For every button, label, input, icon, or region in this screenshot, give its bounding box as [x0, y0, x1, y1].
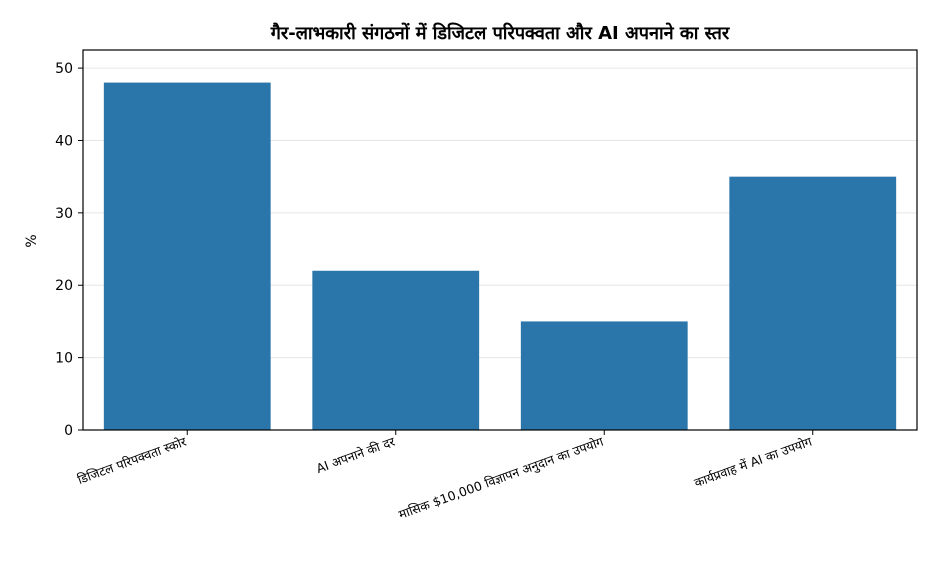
bar-3	[520, 321, 688, 430]
y-tick-label: 30	[55, 206, 73, 222]
y-tick-label: 20	[55, 278, 73, 294]
y-tick-label: 10	[55, 351, 73, 367]
y-tick-label: 50	[55, 61, 73, 77]
bar-1	[103, 82, 271, 431]
x-tick-label: डिजिटल परिपक्वता स्कोर	[75, 433, 189, 487]
chart-title: गैर-लाभकारी संगठनों में डिजिटल परिपक्वता…	[270, 22, 730, 44]
x-tick-label: मासिक $10,000 विज्ञापन अनुदान का उपयोग	[397, 433, 607, 522]
y-axis-label: %	[24, 234, 40, 247]
bar-4	[729, 176, 897, 430]
bar-2	[312, 270, 480, 430]
plot-frame	[82, 49, 918, 431]
y-tick-label: 0	[64, 423, 73, 439]
x-tick-label: AI अपनाने की दर	[314, 433, 397, 476]
x-tick-label: कार्यप्रवाह में AI का उपयोग	[692, 433, 815, 490]
x-axis-ticks: डिजिटल परिपक्वता स्कोर AI अपनाने की दर मास…	[75, 430, 815, 523]
y-axis-ticks: 0 10 20 30 40 50	[55, 61, 83, 439]
bars	[103, 82, 897, 431]
y-tick-label: 40	[55, 133, 73, 149]
